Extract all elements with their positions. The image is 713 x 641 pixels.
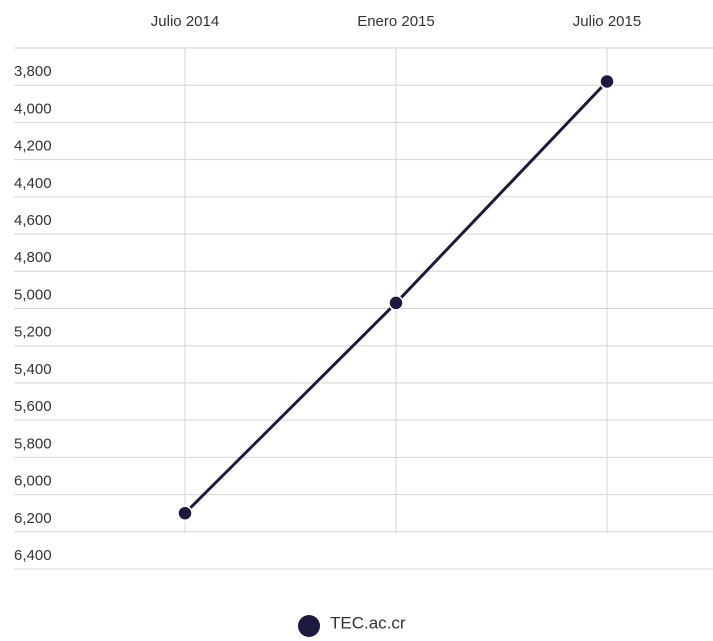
point xyxy=(388,295,404,311)
y-tick-label: 6,200 xyxy=(14,510,52,527)
y-tick-label: 5,200 xyxy=(14,324,52,341)
point xyxy=(177,505,193,521)
x-tick-label: Julio 2015 xyxy=(573,13,641,30)
y-tick-label: 4,400 xyxy=(14,175,52,192)
y-tick-label: 5,600 xyxy=(14,398,52,415)
y-tick-label: 6,000 xyxy=(14,473,52,490)
y-tick-label: 4,600 xyxy=(14,212,52,229)
y-tick-label: 5,400 xyxy=(14,361,52,378)
y-tick-label: 4,000 xyxy=(14,100,52,117)
legend-label: TEC.ac.cr xyxy=(330,613,406,632)
y-tick-label: 3,800 xyxy=(14,63,52,80)
y-tick-label: 5,000 xyxy=(14,286,52,303)
point xyxy=(599,73,615,90)
y-tick-label: 4,200 xyxy=(14,138,52,155)
legend-swatch xyxy=(298,615,320,637)
y-tick-label: 6,400 xyxy=(14,547,52,564)
x-tick-label: Enero 2015 xyxy=(357,13,435,30)
x-tick-label: Julio 2014 xyxy=(151,13,219,30)
y-tick-label: 4,800 xyxy=(14,249,52,266)
y-tick-label: 5,800 xyxy=(14,435,52,452)
